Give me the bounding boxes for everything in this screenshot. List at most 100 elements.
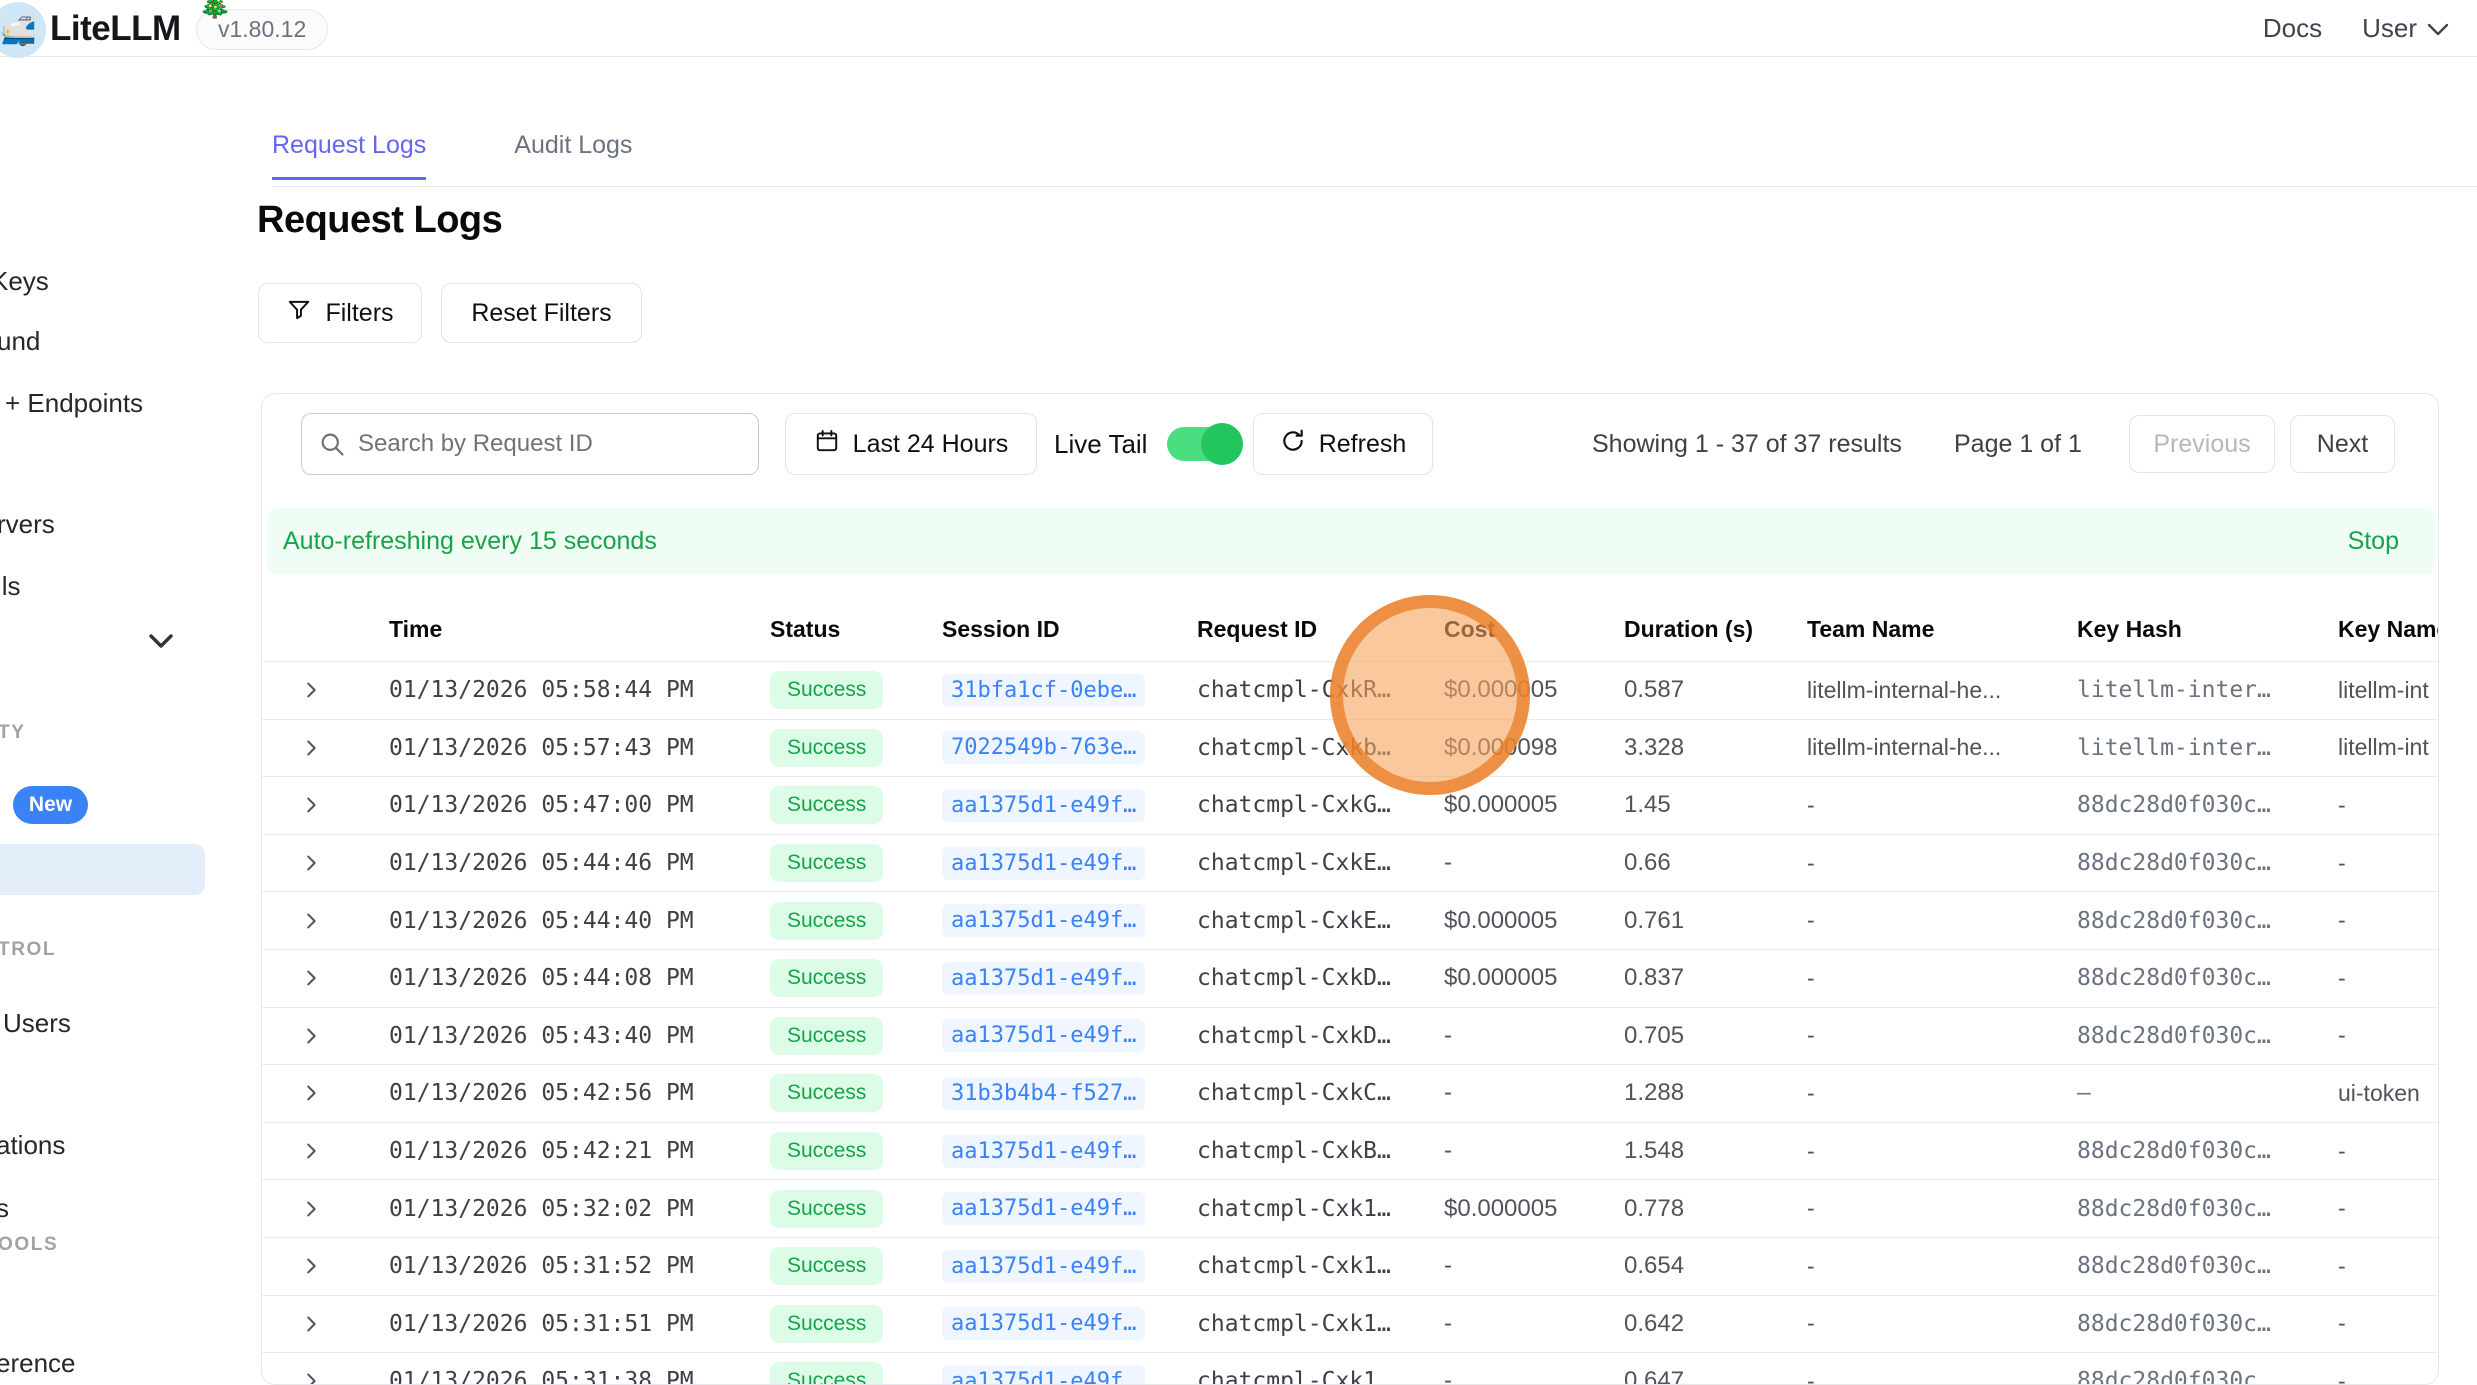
- row-expand-chevron-icon[interactable]: [262, 1313, 389, 1335]
- sidebar-item-teams[interactable]: s: [0, 1193, 9, 1223]
- session-id-link[interactable]: aa1375d1-e49f…: [942, 1019, 1146, 1053]
- logs-card: Last 24 Hours Live Tail Refresh Showing …: [261, 393, 2439, 1385]
- cell-request-id: chatcmpl-CxkD…: [1197, 1022, 1391, 1049]
- table-row[interactable]: 01/13/2026 05:44:46 PM Success aa1375d1-e4…: [262, 833, 2438, 892]
- row-expand-chevron-icon[interactable]: [262, 1025, 389, 1047]
- cell-status: Success: [770, 1247, 942, 1286]
- sidebar-item-guardrails[interactable]: ils: [0, 571, 21, 601]
- sidebar-item-api-reference[interactable]: erence: [0, 1348, 76, 1378]
- sidebar-section-access-control: TROL: [0, 939, 57, 960]
- session-id-link[interactable]: aa1375d1-e49f…: [942, 1134, 1146, 1168]
- cell-team-name: -: [1807, 1310, 1815, 1337]
- session-id-link[interactable]: 31b3b4b4-f527…: [942, 1076, 1146, 1110]
- sidebar-item-organizations[interactable]: ations: [0, 1130, 66, 1160]
- sidebar-item-logs-active[interactable]: [0, 844, 205, 895]
- sidebar-item-internal-users[interactable]: Users: [3, 1008, 71, 1038]
- table-row[interactable]: 01/13/2026 05:43:40 PM Success aa1375d1-e4…: [262, 1006, 2438, 1065]
- tabs-divider: [272, 186, 2477, 187]
- session-id-link[interactable]: aa1375d1-e49f…: [942, 1307, 1146, 1341]
- table-row[interactable]: 01/13/2026 05:31:52 PM Success aa1375d1-e4…: [262, 1236, 2438, 1295]
- row-expand-chevron-icon[interactable]: [262, 679, 389, 701]
- row-expand-chevron-icon[interactable]: [262, 1140, 389, 1162]
- row-expand-chevron-icon[interactable]: [262, 1082, 389, 1104]
- sidebar-item-servers[interactable]: rvers: [0, 509, 55, 539]
- row-expand-chevron-icon[interactable]: [262, 737, 389, 759]
- sidebar-item-playground[interactable]: und: [0, 326, 41, 356]
- table-row[interactable]: 01/13/2026 05:47:00 PM Success aa1375d1-e4…: [262, 776, 2438, 834]
- row-expand-chevron-icon[interactable]: [262, 1370, 389, 1384]
- table-row[interactable]: 01/13/2026 05:44:40 PM Success aa1375d1-e4…: [262, 891, 2438, 949]
- session-id-link[interactable]: aa1375d1-e49f…: [942, 1364, 1146, 1384]
- cell-request-id: chatcmpl-Cxk1…: [1197, 1310, 1391, 1337]
- table-row[interactable]: 01/13/2026 05:42:21 PM Success aa1375d1-e4…: [262, 1121, 2438, 1180]
- reset-filters-button[interactable]: Reset Filters: [441, 283, 642, 343]
- session-id-link[interactable]: aa1375d1-e49f…: [942, 1192, 1146, 1226]
- cell-session-id: aa1375d1-e49f…: [942, 1307, 1197, 1341]
- cell-key-name: -: [2338, 1252, 2346, 1279]
- row-expand-chevron-icon[interactable]: [262, 1255, 389, 1277]
- table-body: 01/13/2026 05:58:44 PM Success 31bfa1cf-0e…: [262, 661, 2438, 1384]
- cell-cost: -: [1444, 1137, 1452, 1165]
- refresh-button[interactable]: Refresh: [1253, 413, 1433, 475]
- tab-request-logs[interactable]: Request Logs: [272, 131, 427, 180]
- cell-request-id: chatcmpl-CxkE…: [1197, 907, 1391, 934]
- cell-duration: 1.45: [1624, 791, 1671, 819]
- table-row[interactable]: 01/13/2026 05:42:56 PM Success 31b3b4b4-f5…: [262, 1064, 2438, 1122]
- session-id-link[interactable]: aa1375d1-e49f…: [942, 904, 1146, 938]
- cell-status: Success: [770, 1132, 942, 1171]
- cell-status: Success: [770, 728, 942, 767]
- status-badge: Success: [770, 901, 884, 940]
- session-id-link[interactable]: 31bfa1cf-0ebe…: [942, 673, 1146, 707]
- table-row[interactable]: 01/13/2026 05:31:51 PM Success aa1375d1-e4…: [262, 1294, 2438, 1353]
- table-row[interactable]: 01/13/2026 05:44:08 PM Success aa1375d1-e4…: [262, 948, 2438, 1007]
- cell-status: Success: [770, 844, 942, 883]
- row-expand-chevron-icon[interactable]: [262, 910, 389, 932]
- stop-auto-refresh-button[interactable]: Stop: [2347, 526, 2399, 555]
- status-badge: Success: [770, 786, 884, 825]
- session-id-link[interactable]: aa1375d1-e49f…: [942, 961, 1146, 995]
- sidebar-expand-chevron-icon[interactable]: [148, 633, 174, 654]
- cell-request-id: chatcmpl-CxkR…: [1197, 677, 1391, 704]
- column-request-id: Request ID: [1197, 615, 1318, 642]
- session-id-link[interactable]: 7022549b-763e…: [942, 731, 1146, 765]
- row-expand-chevron-icon[interactable]: [262, 852, 389, 874]
- table-row[interactable]: 01/13/2026 05:31:38 PM Success aa1375d1-e4…: [262, 1352, 2438, 1384]
- cell-key-name: litellm-int: [2338, 734, 2429, 761]
- table-row[interactable]: 01/13/2026 05:58:44 PM Success 31bfa1cf-0e…: [262, 661, 2438, 719]
- status-badge: Success: [770, 1362, 884, 1384]
- cell-request-id: chatcmpl-Cxk1…: [1197, 1195, 1391, 1222]
- cell-key-hash: 88dc28d0f030c…: [2077, 1195, 2271, 1222]
- session-id-link[interactable]: aa1375d1-e49f…: [942, 788, 1146, 822]
- table-row[interactable]: 01/13/2026 05:57:43 PM Success 7022549b-76…: [262, 718, 2438, 777]
- row-expand-chevron-icon[interactable]: [262, 967, 389, 989]
- cell-cost: $0.000005: [1444, 906, 1558, 934]
- sidebar-item-models-endpoints[interactable]: + Endpoints: [5, 388, 144, 418]
- search-icon: [321, 433, 344, 456]
- search-input[interactable]: [301, 413, 759, 475]
- session-id-link[interactable]: aa1375d1-e49f…: [942, 846, 1146, 880]
- next-page-button[interactable]: Next: [2290, 415, 2395, 473]
- time-range-button[interactable]: Last 24 Hours: [785, 413, 1037, 475]
- user-menu[interactable]: User: [2362, 13, 2449, 44]
- previous-page-button[interactable]: Previous: [2129, 415, 2275, 473]
- tab-audit-logs[interactable]: Audit Logs: [514, 131, 633, 159]
- status-badge: Success: [770, 1247, 884, 1286]
- sidebar-item-virtual-keys[interactable]: Keys: [0, 266, 49, 296]
- brand-name: LiteLLM: [50, 9, 181, 48]
- refresh-button-label: Refresh: [1318, 429, 1407, 458]
- cell-time: 01/13/2026 05:31:52 PM: [389, 1253, 694, 1280]
- row-expand-chevron-icon[interactable]: [262, 1198, 389, 1220]
- session-id-link[interactable]: aa1375d1-e49f…: [942, 1249, 1146, 1283]
- live-tail-toggle[interactable]: [1167, 423, 1243, 465]
- row-expand-chevron-icon[interactable]: [262, 794, 389, 816]
- column-cost: Cost: [1444, 615, 1496, 642]
- cell-status: Success: [770, 901, 942, 940]
- cell-key-name: -: [2338, 1310, 2346, 1337]
- table-row[interactable]: 01/13/2026 05:32:02 PM Success aa1375d1-e4…: [262, 1179, 2438, 1237]
- cell-session-id: aa1375d1-e49f…: [942, 1134, 1197, 1168]
- cell-key-hash: litellm-inter…: [2077, 734, 2271, 761]
- docs-link[interactable]: Docs: [2262, 12, 2323, 43]
- filters-button[interactable]: Filters: [258, 283, 422, 343]
- page-title: Request Logs: [257, 199, 503, 241]
- cell-session-id: 31b3b4b4-f527…: [942, 1076, 1197, 1110]
